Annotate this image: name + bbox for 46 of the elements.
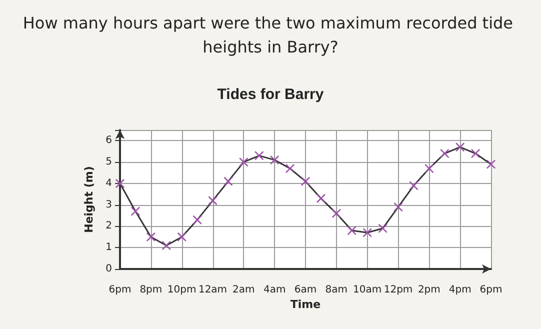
point (362, 228, 372, 238)
point (440, 149, 450, 158)
point (456, 142, 465, 152)
point (424, 164, 434, 173)
x-tick-label: 12pm (384, 284, 413, 296)
y-axis-title: Height (m) (82, 166, 96, 233)
point (192, 215, 202, 224)
point (130, 206, 140, 216)
x-tick-label: 10am (353, 284, 382, 296)
x-tick-label: 6pm (480, 284, 502, 296)
x-tick-label: 6am (294, 284, 317, 296)
x-tick-label: 2am (232, 284, 255, 296)
point (486, 160, 496, 169)
y-tick-label: 6 (106, 135, 112, 146)
text: How many hours apart were the two maximum recorded tide heights in Barry? (22, 14, 518, 56)
point (316, 194, 326, 203)
point (146, 232, 156, 242)
point (224, 176, 233, 186)
point (208, 196, 218, 206)
point (347, 226, 356, 236)
x-tick-label: 12am (198, 284, 228, 296)
x-tick-label: 8am (325, 284, 348, 296)
y-tick-label: 1 (106, 242, 112, 254)
x-axis-title: Time (290, 298, 321, 311)
y-tick-label: 0 (106, 264, 112, 274)
point (378, 224, 388, 233)
point (162, 240, 171, 250)
x-tick-label: 10pm (167, 284, 196, 296)
point (301, 176, 310, 186)
point (332, 208, 341, 218)
y-tick-label: 5 (106, 156, 112, 168)
x-tick-label: 8pm (140, 284, 162, 296)
x-tick-label: 6pm (108, 284, 132, 296)
point (254, 151, 264, 160)
y-tick-label: 4 (106, 178, 112, 189)
point (394, 202, 403, 212)
x-tick-label: 4am (263, 284, 286, 296)
y-tick-label: 2 (106, 220, 112, 232)
point (270, 155, 280, 164)
x-tick-label: 4pm (448, 284, 472, 296)
y-tick-label: 3 (106, 199, 112, 210)
point (409, 181, 418, 190)
point (177, 232, 186, 242)
chart-title: Tides for Barry (217, 86, 324, 103)
x-tick-label: 2pm (418, 284, 440, 296)
point (239, 158, 248, 167)
